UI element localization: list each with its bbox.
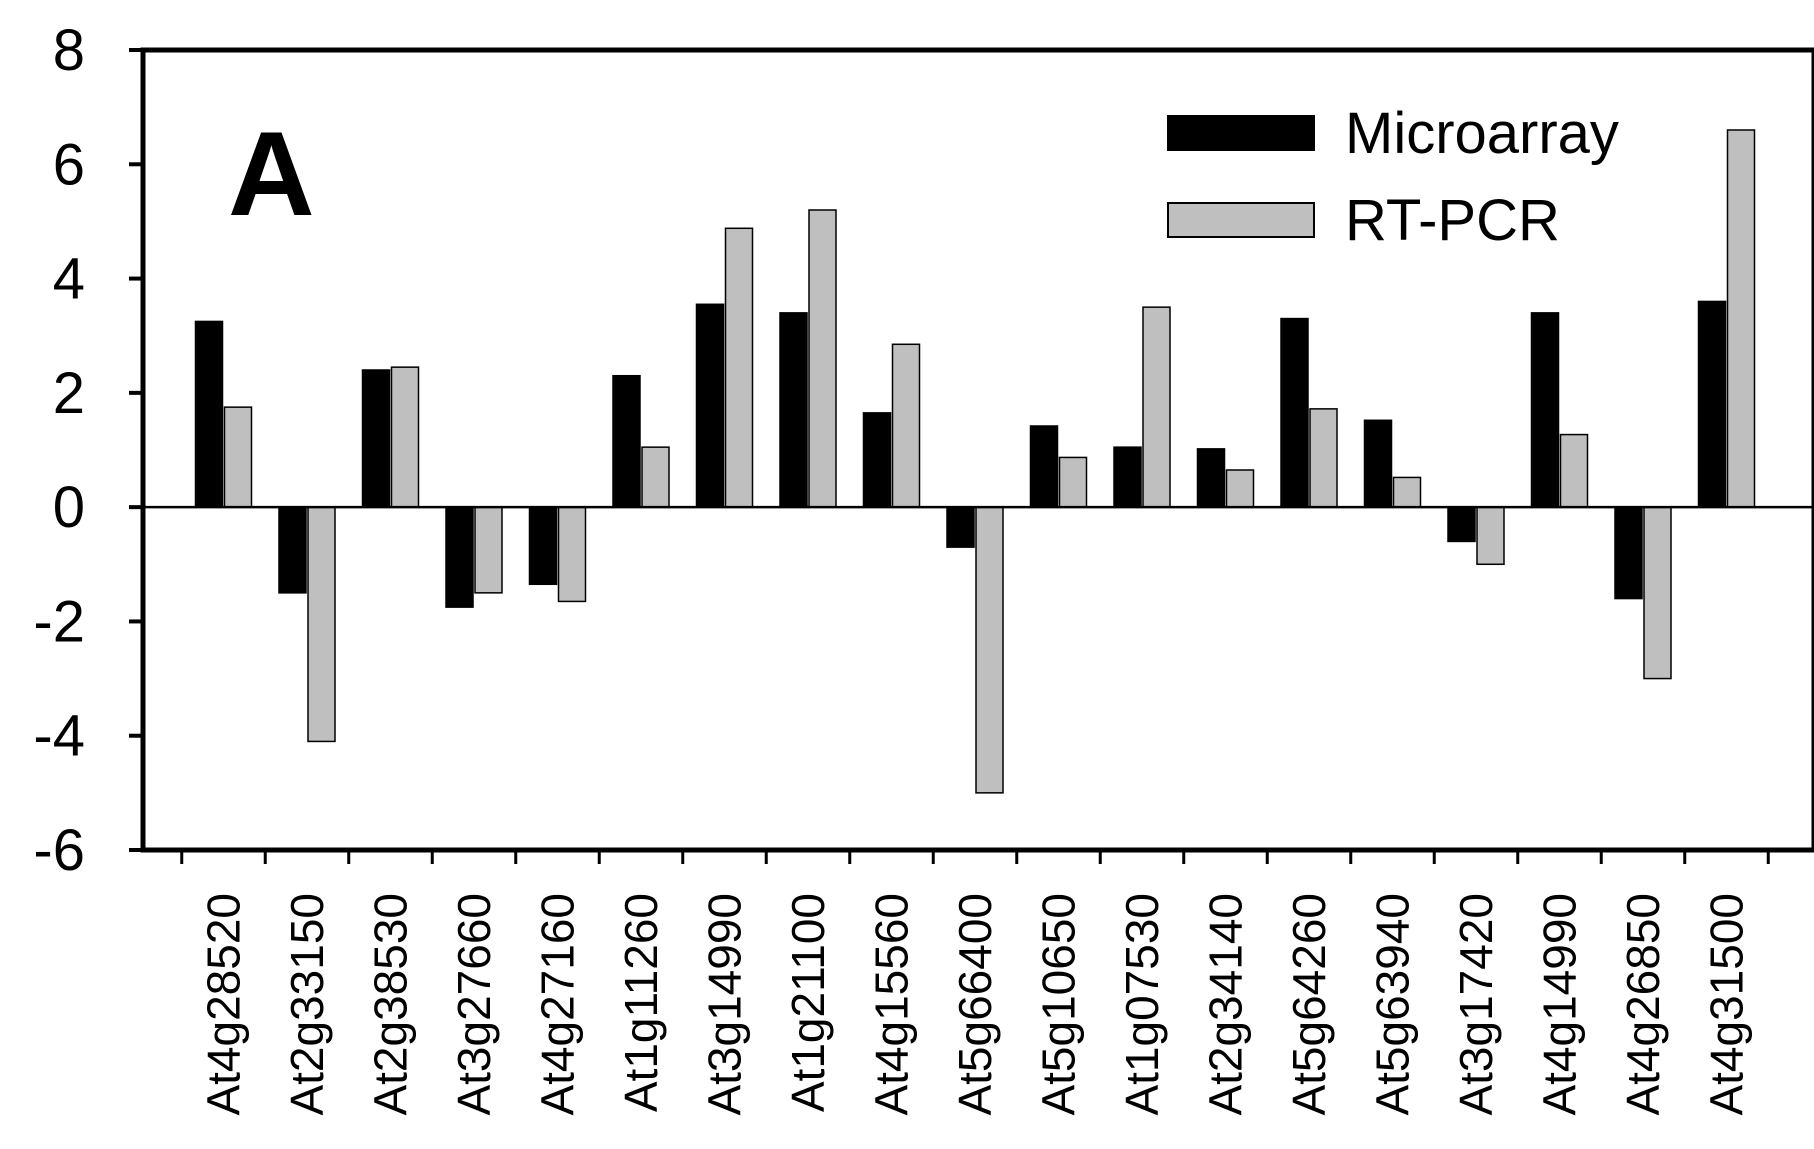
bar-microarray-At1g11260	[612, 374, 641, 508]
x-tick-label: At5g63940	[1367, 893, 1419, 1116]
legend-swatch-rtpcr	[1167, 202, 1315, 238]
bar-microarray-At1g21100	[779, 312, 808, 508]
bar-microarray-At5g66400	[946, 506, 975, 548]
x-tick-label: At5g66400	[949, 893, 1001, 1116]
legend: Microarray RT-PCR	[1167, 101, 1619, 253]
bar-rtpcr-At4g28520	[223, 406, 253, 508]
x-tick-label: At5g10650	[1033, 893, 1085, 1116]
bar-rtpcr-At3g27660	[474, 506, 503, 594]
legend-swatch-microarray	[1167, 115, 1315, 151]
y-tick-label: 6	[53, 132, 85, 197]
bar-microarray-At4g14990	[1530, 312, 1560, 508]
y-tick-label: 0	[53, 475, 85, 540]
bar-rtpcr-At4g26850	[1643, 506, 1672, 680]
bar-microarray-At2g33150	[278, 506, 307, 594]
bar-microarray-At5g64260	[1280, 317, 1309, 508]
bar-microarray-At3g14990	[695, 303, 725, 508]
y-tick-label: -4	[33, 704, 85, 769]
x-tick-label: At4g14990	[1534, 893, 1586, 1116]
y-tick-label: -6	[33, 818, 85, 883]
y-axis: -6 -4 -2 0 2 4 6 8	[33, 18, 143, 883]
bar-microarray-At3g17420	[1447, 506, 1476, 543]
bar-rtpcr-At5g63940	[1392, 476, 1422, 508]
panel-label: A	[228, 107, 315, 241]
bar-rtpcr-At2g33150	[307, 506, 336, 743]
bar-rtpcr-At3g14990	[724, 227, 754, 508]
bar-rtpcr-At5g10650	[1058, 456, 1088, 508]
bar-microarray-At2g38530	[361, 369, 391, 508]
bar-rtpcr-At4g31500	[1726, 129, 1756, 508]
bar-rtpcr-At2g38530	[390, 366, 420, 508]
bar-rtpcr-At4g27160	[557, 506, 587, 603]
bar-microarray-At2g34140	[1196, 448, 1226, 508]
bar-microarray-At4g28520	[194, 320, 224, 508]
x-tick-label: At1g07530	[1116, 893, 1168, 1116]
y-tick-label: 8	[53, 18, 85, 83]
y-tick-label: 2	[53, 361, 85, 426]
bar-rtpcr-At2g34140	[1225, 469, 1255, 508]
x-tick-label: At3g14990	[699, 893, 751, 1116]
x-tick-label: At1g21100	[782, 893, 834, 1112]
plot-frame	[140, 47, 1814, 853]
x-tick-label: At3g27660	[448, 893, 500, 1116]
y-tick-label: 4	[53, 247, 85, 312]
bar-microarray-At4g26850	[1614, 506, 1643, 600]
bar-rtpcr-At1g07530	[1142, 306, 1171, 508]
y-tick-label: -2	[33, 589, 85, 654]
bar-microarray-At4g31500	[1697, 300, 1727, 508]
bar-rtpcr-At1g21100	[808, 209, 837, 508]
x-tick-label: At5g64260	[1283, 893, 1335, 1116]
bar-rtpcr-At3g17420	[1476, 506, 1505, 566]
bar-rtpcr-At1g11260	[641, 446, 670, 508]
x-tick-label: At4g15560	[866, 893, 918, 1116]
x-tick-label: At4g28520	[198, 893, 250, 1116]
bar-microarray-At3g27660	[445, 506, 474, 608]
legend-label-microarray: Microarray	[1345, 101, 1619, 166]
bar-microarray-At1g07530	[1113, 446, 1142, 508]
bar-rtpcr-At5g66400	[975, 506, 1004, 794]
bar-rtpcr-At5g64260	[1309, 408, 1338, 508]
bar-rtpcr-At4g14990	[1559, 433, 1589, 508]
x-axis: At4g28520 At2g33150 At2g38530 At3g27660 At4g…	[180, 850, 1770, 1116]
x-tick-label: At4g31500	[1701, 893, 1753, 1116]
bar-microarray-At5g10650	[1029, 425, 1059, 508]
bar-microarray-At4g15560	[862, 412, 892, 508]
x-tick-label: At2g38530	[365, 893, 417, 1116]
x-tick-label: At2g34140	[1200, 893, 1252, 1116]
x-tick-label: At2g33150	[281, 893, 333, 1116]
x-tick-label: At3g17420	[1450, 893, 1502, 1116]
bar-microarray-At5g63940	[1363, 419, 1393, 508]
x-tick-label: At1g11260	[615, 893, 667, 1112]
bar-rtpcr-At4g15560	[891, 343, 921, 508]
bar-microarray-At4g27160	[528, 506, 558, 586]
x-tick-label: At4g27160	[532, 893, 584, 1116]
x-tick-label: At4g26850	[1617, 893, 1669, 1116]
bars-layer	[194, 129, 1756, 794]
legend-label-rtpcr: RT-PCR	[1345, 188, 1560, 253]
